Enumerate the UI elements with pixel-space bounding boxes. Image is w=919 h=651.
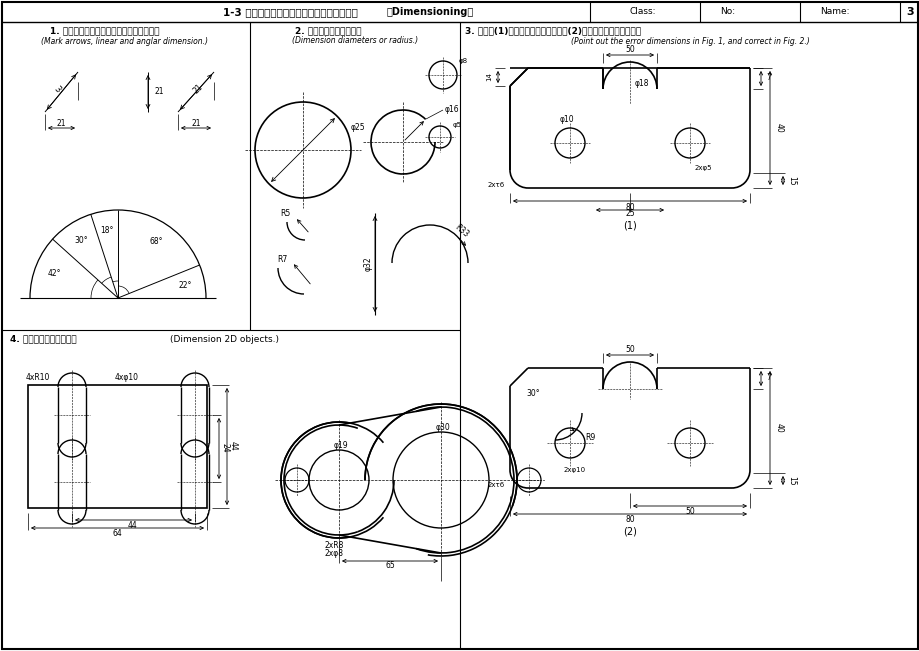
Text: (1): (1)	[622, 221, 636, 231]
Text: φ19: φ19	[334, 441, 348, 449]
Text: 2xR8: 2xR8	[324, 540, 344, 549]
Text: 65: 65	[385, 562, 394, 570]
Text: (Dimension diameters or radius.): (Dimension diameters or radius.)	[291, 36, 417, 46]
Text: 4. 标注平面图形的尺寸。: 4. 标注平面图形的尺寸。	[10, 335, 76, 344]
Text: Class:: Class:	[630, 8, 656, 16]
Text: R7: R7	[278, 255, 288, 264]
Text: 44: 44	[228, 441, 237, 451]
Text: 7: 7	[766, 374, 770, 383]
Text: 21: 21	[154, 87, 165, 96]
Text: 14: 14	[485, 72, 492, 81]
Text: No:: No:	[720, 8, 734, 16]
Text: φ30: φ30	[436, 422, 450, 432]
Text: 64: 64	[112, 529, 121, 538]
Text: φ32: φ32	[363, 256, 372, 271]
Text: 80: 80	[625, 202, 634, 212]
Text: 21: 21	[57, 118, 66, 128]
Text: 50: 50	[685, 506, 694, 516]
Text: R9: R9	[584, 434, 595, 443]
Text: 21: 21	[191, 118, 200, 128]
Text: 42°: 42°	[48, 269, 62, 278]
Text: 3: 3	[905, 7, 913, 17]
Text: φ16: φ16	[445, 105, 460, 113]
Text: 15: 15	[786, 476, 795, 486]
Text: 40: 40	[774, 423, 783, 433]
Text: 3: 3	[51, 84, 62, 94]
Text: 2xτ6: 2xτ6	[487, 182, 505, 188]
Text: 50: 50	[624, 46, 634, 55]
Bar	[28, 385, 207, 508]
Text: 4xR10: 4xR10	[26, 372, 51, 381]
Text: 80: 80	[625, 514, 634, 523]
Text: 1. 标注出尺寸箭头、线性尺寸及角度尺寸。: 1. 标注出尺寸箭头、线性尺寸及角度尺寸。	[50, 27, 159, 36]
Text: (Mark arrows, linear and anglar dimension.): (Mark arrows, linear and anglar dimensio…	[41, 36, 209, 46]
Text: φ8: φ8	[459, 58, 468, 64]
Text: 40: 40	[774, 123, 783, 133]
Text: Name:: Name:	[819, 8, 848, 16]
Text: 2xφ10: 2xφ10	[563, 467, 585, 473]
Text: 22°: 22°	[178, 281, 191, 290]
Text: 15: 15	[786, 176, 795, 186]
Text: R5: R5	[280, 210, 290, 219]
Text: R33: R33	[453, 223, 471, 240]
Text: 68°: 68°	[149, 237, 163, 246]
Text: φ18: φ18	[634, 79, 649, 89]
Text: 25: 25	[625, 210, 634, 219]
Text: (2): (2)	[622, 526, 636, 536]
Text: φ5: φ5	[452, 122, 461, 128]
Text: 18°: 18°	[100, 227, 114, 236]
Text: (Dimension 2D objects.): (Dimension 2D objects.)	[170, 335, 278, 344]
Text: 50: 50	[624, 346, 634, 355]
Text: 7: 7	[766, 74, 770, 83]
Text: 2. 标注直径或半径尺寸。: 2. 标注直径或半径尺寸。	[295, 27, 361, 36]
Text: 2xτ6: 2xτ6	[487, 482, 505, 488]
Text: φ25: φ25	[351, 124, 365, 133]
Text: 1-3 标注尺寸，尺寸数值从图中量取，并圆整: 1-3 标注尺寸，尺寸数值从图中量取，并圆整	[222, 7, 357, 17]
Text: (Point out the error dimensions in Fig. 1, and correct in Fig. 2.): (Point out the error dimensions in Fig. …	[570, 36, 809, 46]
Text: 24: 24	[221, 443, 229, 453]
Text: 21: 21	[191, 83, 204, 96]
Text: φ10: φ10	[559, 115, 573, 124]
Text: 2xφ5: 2xφ5	[694, 165, 711, 171]
Text: 2xφ8: 2xφ8	[324, 549, 343, 559]
Text: 3. 指出图(1)中标注错误的尺寸，在图(2)中标注完整正确的尺寸。: 3. 指出图(1)中标注错误的尺寸，在图(2)中标注完整正确的尺寸。	[464, 27, 641, 36]
Text: 30°: 30°	[526, 389, 539, 398]
Text: 30°: 30°	[74, 236, 87, 245]
Text: 4xφ10: 4xφ10	[115, 372, 139, 381]
Text: （Dimensioning）: （Dimensioning）	[386, 7, 473, 17]
Text: 44: 44	[128, 521, 138, 529]
